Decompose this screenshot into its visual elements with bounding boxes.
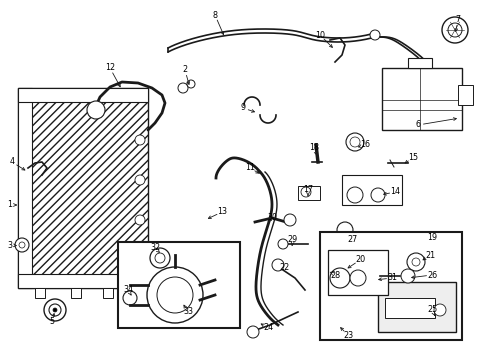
Text: 9: 9 [240,104,245,112]
Circle shape [346,187,362,203]
Text: 19: 19 [426,234,436,243]
Text: 1: 1 [7,201,13,210]
Text: 34: 34 [123,285,133,294]
Text: 28: 28 [329,270,339,279]
Circle shape [278,239,287,249]
Circle shape [164,298,184,318]
Text: 11: 11 [244,163,254,172]
Circle shape [135,245,145,255]
Text: 29: 29 [287,235,298,244]
Text: 24: 24 [263,324,272,333]
Text: 18: 18 [308,144,318,153]
Circle shape [49,304,61,316]
Text: 4: 4 [9,157,15,166]
Text: 17: 17 [303,185,312,194]
Text: 8: 8 [212,10,217,19]
Circle shape [406,253,424,271]
Circle shape [44,299,66,321]
Bar [319,232,461,340]
Text: 31: 31 [386,274,396,283]
Bar [407,58,431,68]
Bar [18,88,32,288]
Bar [18,274,148,288]
Circle shape [447,23,461,37]
Circle shape [433,304,445,316]
Circle shape [147,267,203,323]
Circle shape [186,80,195,88]
Circle shape [369,30,379,40]
Bar [341,175,401,205]
Circle shape [346,133,363,151]
Circle shape [301,187,310,197]
Text: 21: 21 [424,251,434,260]
Circle shape [400,269,414,283]
Text: 2: 2 [182,66,187,75]
Text: 20: 20 [354,256,365,265]
Circle shape [329,268,349,288]
Text: 6: 6 [415,121,420,130]
Bar [103,288,113,298]
Bar [457,85,472,105]
Text: 10: 10 [314,31,325,40]
Circle shape [349,137,359,147]
Text: 3: 3 [7,240,13,249]
Text: 30: 30 [266,213,276,222]
Circle shape [246,326,259,338]
Circle shape [123,291,137,305]
Circle shape [87,101,105,119]
Text: 22: 22 [279,264,289,273]
Text: 14: 14 [389,188,399,197]
Circle shape [150,248,170,268]
Circle shape [284,214,295,226]
Circle shape [155,253,164,263]
Circle shape [441,17,467,43]
Text: 27: 27 [346,235,356,244]
Circle shape [349,270,365,286]
Text: 15: 15 [407,153,417,162]
Text: 33: 33 [183,307,193,316]
Text: 12: 12 [105,63,115,72]
Circle shape [336,222,352,238]
Circle shape [15,238,29,252]
Bar [381,68,461,130]
Text: 16: 16 [359,140,369,149]
Circle shape [135,215,145,225]
Circle shape [19,242,25,248]
Bar [377,282,455,332]
Bar [18,88,148,102]
Bar [297,186,319,200]
Circle shape [135,135,145,145]
Circle shape [178,83,187,93]
Text: 32: 32 [150,243,160,252]
Circle shape [135,175,145,185]
Text: 5: 5 [49,318,55,327]
Text: 13: 13 [217,207,226,216]
Circle shape [321,326,333,338]
Bar [35,288,45,298]
Circle shape [53,308,57,312]
Circle shape [271,259,284,271]
Bar [118,242,240,328]
Bar [71,288,81,298]
Text: 26: 26 [426,270,436,279]
Bar [18,88,148,288]
Text: 23: 23 [342,330,352,339]
Text: 25: 25 [426,306,436,315]
Circle shape [370,188,384,202]
Circle shape [325,267,334,277]
Circle shape [157,277,193,313]
Text: 7: 7 [454,15,460,24]
Circle shape [411,258,419,266]
Bar [384,298,434,318]
Bar [327,250,387,295]
